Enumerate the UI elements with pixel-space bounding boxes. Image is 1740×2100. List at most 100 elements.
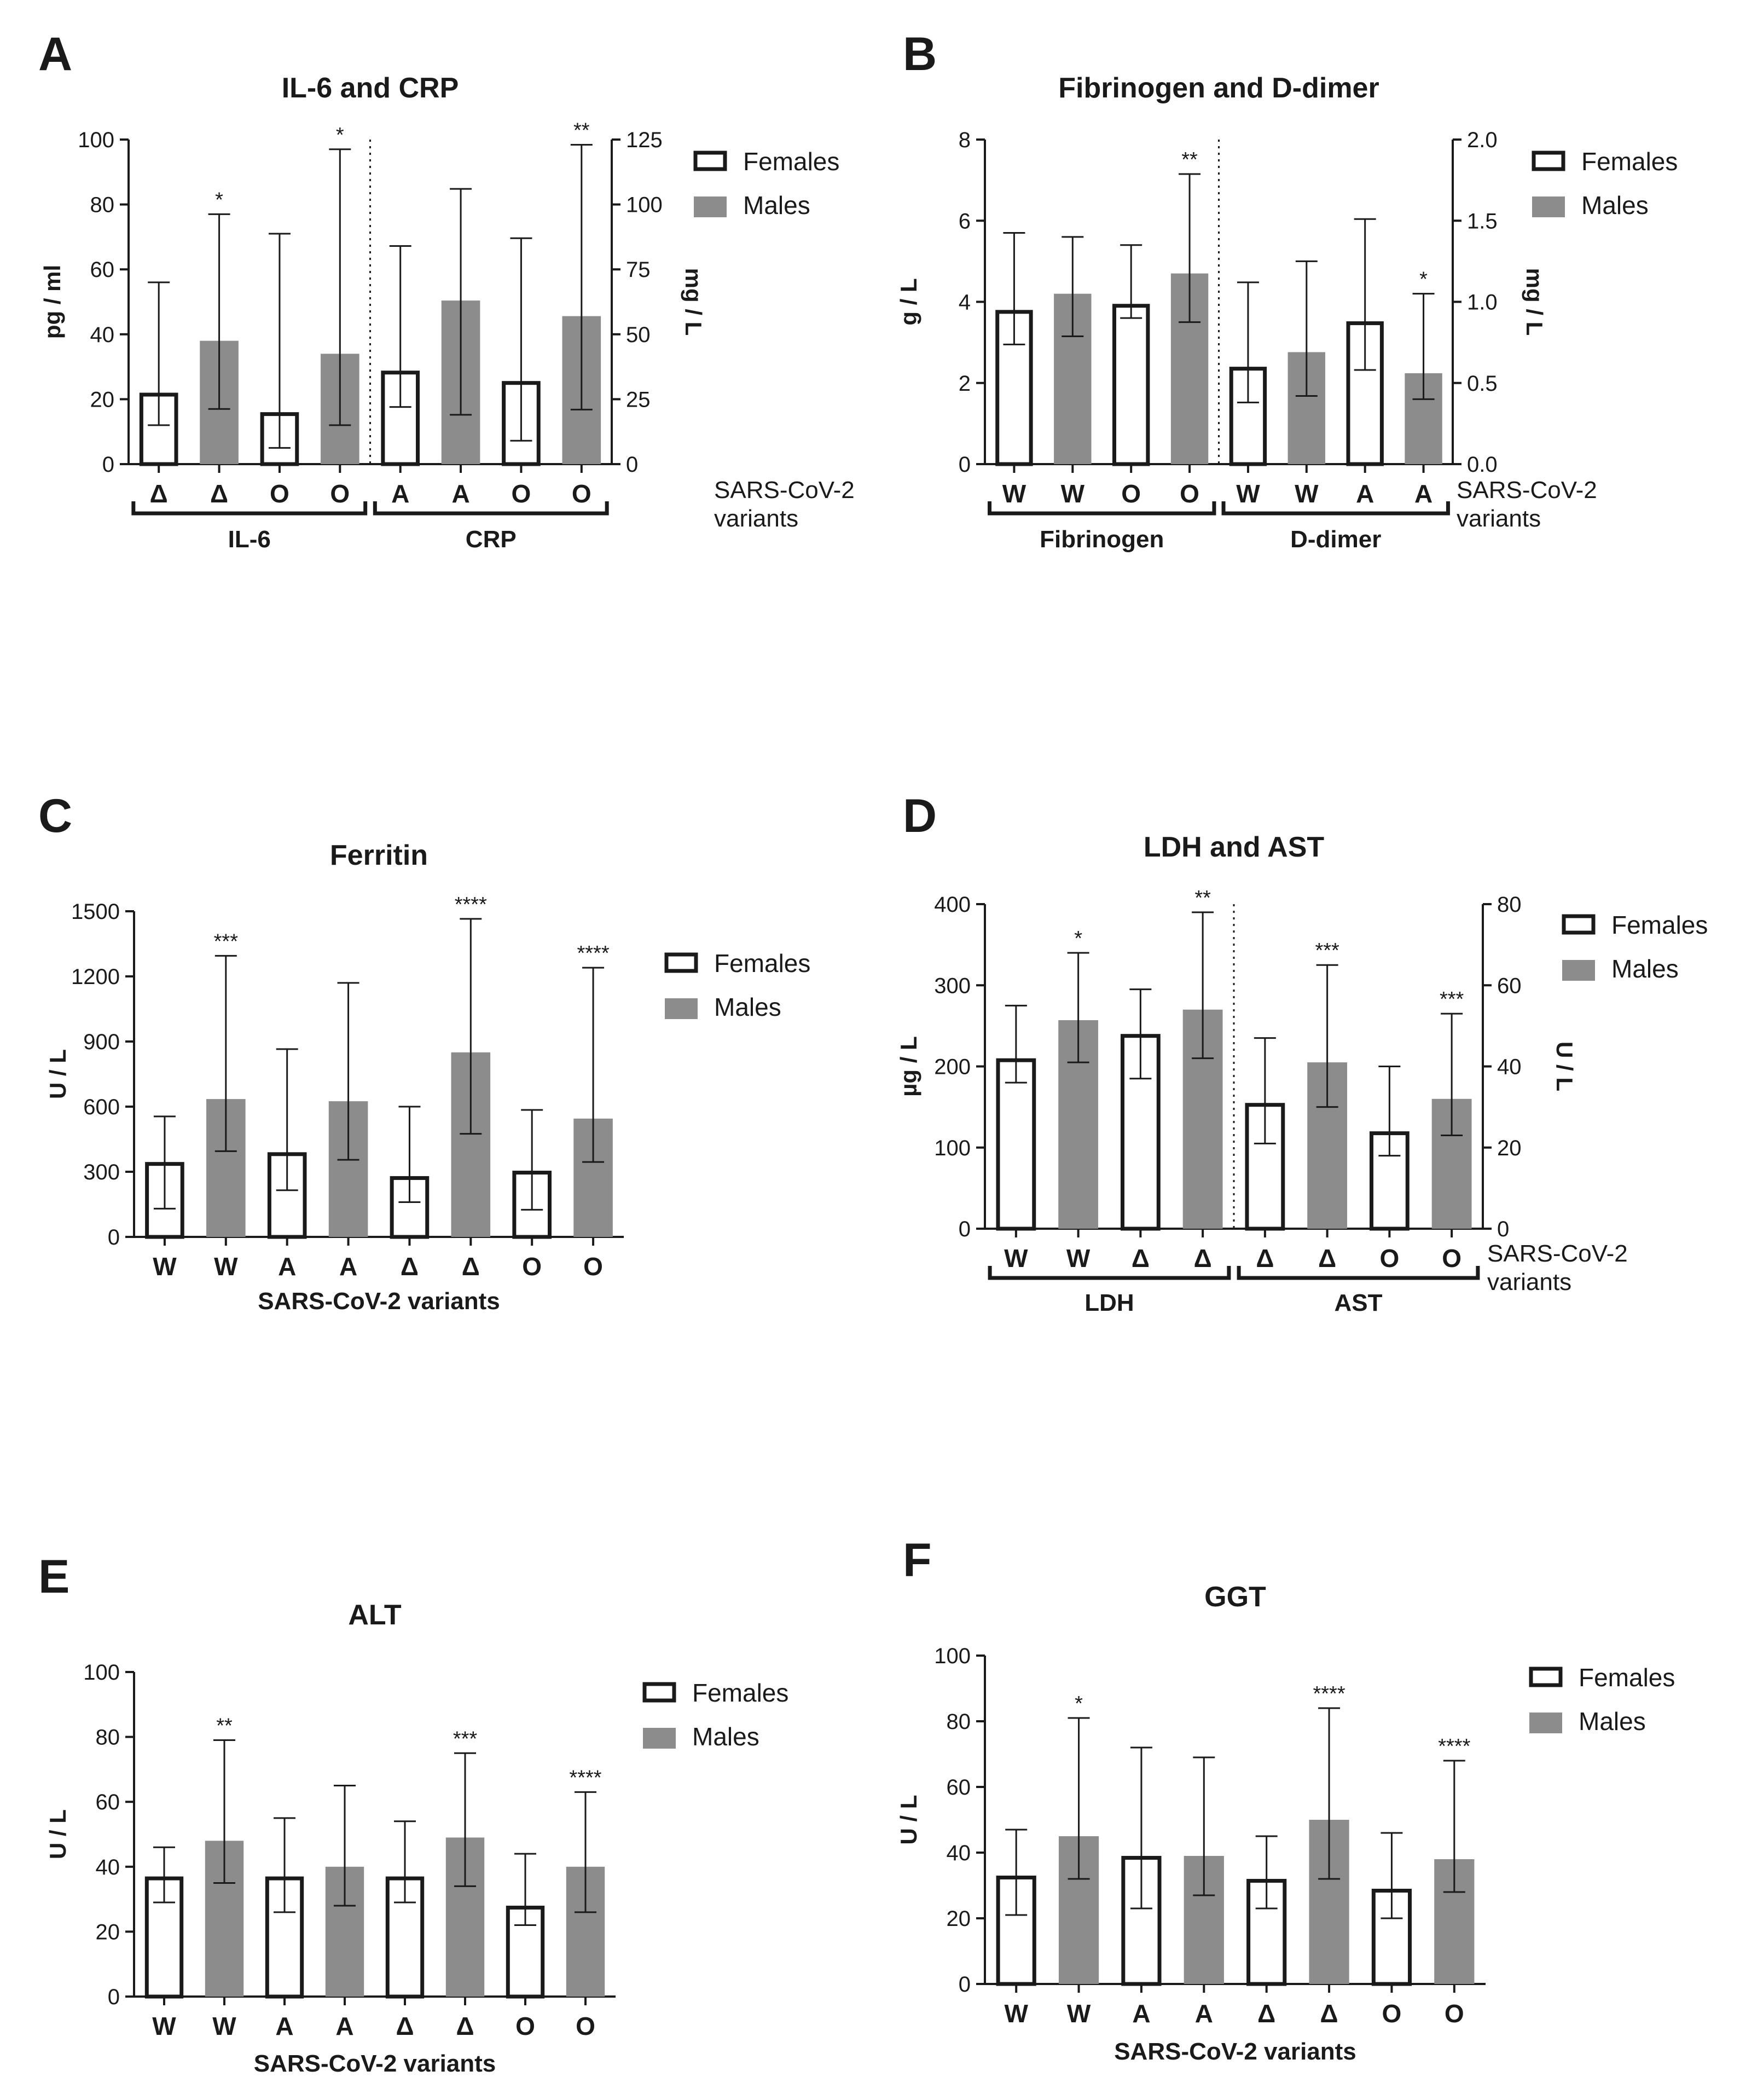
panel-c: C Ferritin 0 300 600 900 1200 1500 U / L W *** W A A Δ… [38, 790, 810, 1315]
y2-tick-label: 60 [1497, 974, 1522, 998]
significance-mark: * [215, 188, 223, 211]
group-label: CRP [466, 526, 517, 553]
y-tick-label: 2 [959, 372, 971, 396]
x-tick-label: W [153, 1252, 177, 1281]
variants-label-line1: SARS-CoV-2 [1487, 1240, 1628, 1267]
bar-female [1112, 304, 1150, 466]
y2-tick-label: 0 [626, 453, 638, 477]
y-tick-label: 40 [96, 1855, 120, 1879]
x-tick-label: O [1445, 1999, 1464, 2028]
legend-label-female: Females [1581, 147, 1678, 176]
significance-mark: ** [573, 119, 590, 142]
bar-female [995, 310, 1033, 466]
y-tick-label: 4 [959, 291, 971, 315]
legend-swatch-male [643, 1728, 676, 1749]
legend-label-female: Females [692, 1679, 788, 1707]
y-tick-label: 6 [959, 209, 971, 233]
panel-letter: B [903, 28, 937, 80]
significance-mark: **** [1313, 1682, 1345, 1705]
significance-mark: ** [216, 1715, 233, 1738]
y-axis-label: U / L [45, 1049, 71, 1099]
panel-f: F GGT 0 20 40 60 80 100 U / L W * W A A Δ **** Δ O **** O SA… [896, 1534, 1675, 2065]
y2-tick-label: 2.0 [1467, 128, 1498, 152]
panel-e: E ALT 0 20 40 60 80 100 U / L W ** W A A Δ *** Δ O **** O SA… [38, 1551, 788, 2077]
group-bracket [373, 501, 609, 516]
legend-swatch-female [693, 151, 727, 171]
x-tick-label: O [1121, 479, 1141, 508]
group-bracket [1221, 501, 1450, 516]
panel-letter: E [38, 1551, 69, 1603]
panel-letter: F [903, 1534, 932, 1587]
y-tick-label: 80 [90, 193, 115, 217]
y-tick-label: 80 [96, 1726, 120, 1750]
y2-tick-label: 0.5 [1467, 372, 1498, 396]
y-tick-label: 60 [90, 258, 115, 282]
x-tick-label: O [583, 1252, 603, 1281]
group-label: Fibrinogen [1040, 526, 1164, 553]
y-tick-label: 80 [947, 1710, 971, 1734]
x-tick-label: Δ [1256, 1244, 1274, 1272]
variants-label-line2: variants [714, 505, 798, 532]
legend-label-male: Males [692, 1722, 759, 1751]
x-tick-label: O [522, 1252, 542, 1281]
y2-tick-label: 100 [626, 193, 663, 217]
y2-tick-label: 75 [626, 258, 651, 282]
y2-tick-label: 50 [626, 323, 651, 347]
x-tick-label: W [152, 2012, 176, 2040]
legend-label-male: Males [1579, 1707, 1646, 1735]
group-bracket [988, 1266, 1231, 1280]
x-tick-label: O [270, 479, 289, 508]
group-bracket [131, 501, 368, 516]
legend-swatch-male [665, 998, 698, 1019]
y-tick-label: 200 [934, 1055, 971, 1079]
y-tick-label: 0 [959, 1217, 971, 1241]
chart-title: Fibrinogen and D-dimer [1058, 72, 1379, 104]
legend-swatch-female [1529, 1667, 1563, 1687]
y-tick-label: 100 [934, 1136, 971, 1160]
y-tick-label: 40 [947, 1841, 971, 1865]
x-tick-label: O [515, 2012, 535, 2040]
x-tick-label: Δ [1194, 1244, 1212, 1272]
significance-mark: * [1419, 268, 1428, 291]
x-tick-label: W [1004, 1999, 1028, 2028]
x-tick-label: A [1356, 479, 1374, 508]
x-tick-label: W [1002, 479, 1026, 508]
variants-label-line2: variants [1457, 505, 1541, 532]
group-bracket [988, 501, 1216, 516]
y-tick-label: 60 [947, 1775, 971, 1800]
group-label: AST [1335, 1289, 1383, 1316]
y-tick-label: 300 [934, 974, 971, 998]
y-axis-label: pg / ml [39, 265, 65, 339]
x-tick-label: Δ [1320, 1999, 1338, 2028]
x-tick-label: A [1132, 1999, 1150, 2028]
x-tick-label: W [214, 1252, 238, 1281]
chart-title: LDH and AST [1144, 831, 1325, 863]
y-tick-label: 0 [959, 1972, 971, 1997]
y2-tick-label: 20 [1497, 1136, 1522, 1160]
x-tick-label: Δ [401, 1252, 419, 1281]
y2-tick-label: 0 [1497, 1217, 1509, 1241]
y-axis-label: g / L [896, 278, 921, 325]
y2-tick-label: 80 [1497, 893, 1522, 917]
legend-label-female: Females [743, 147, 839, 176]
y2-axis-label: U / L [1552, 1042, 1577, 1091]
y-tick-label: 100 [934, 1644, 971, 1668]
y-tick-label: 1200 [71, 965, 120, 989]
x-tick-label: A [1195, 1999, 1213, 2028]
x-tick-label: O [576, 2012, 595, 2040]
x-tick-label: A [1414, 479, 1432, 508]
significance-mark: * [1074, 927, 1082, 950]
x-tick-label: Δ [150, 479, 168, 508]
x-tick-label: W [1067, 1999, 1091, 2028]
chart-title: GGT [1204, 1581, 1266, 1613]
x-tick-label: W [212, 2012, 236, 2040]
x-tick-label: W [1236, 479, 1260, 508]
y2-axis-label: mg / L [681, 268, 706, 336]
y-tick-label: 600 [83, 1095, 120, 1119]
significance-mark: **** [455, 893, 487, 916]
x-tick-label: Δ [1132, 1244, 1150, 1272]
y2-tick-label: 1.5 [1467, 209, 1498, 233]
panel-d: D LDH and AST 0 100 200 300 400 µg / L 0 20 40 60 80… [896, 790, 1708, 1316]
y2-tick-label: 0.0 [1467, 453, 1498, 477]
x-tick-label: O [1379, 1244, 1399, 1272]
